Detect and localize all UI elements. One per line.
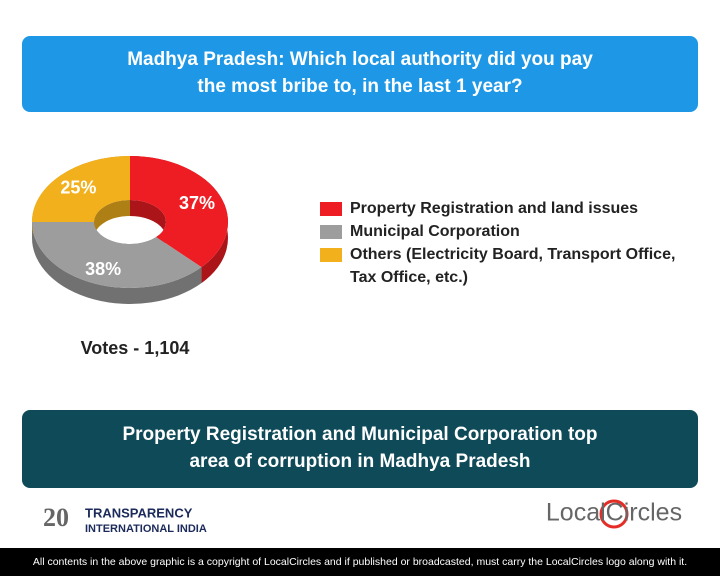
logo-ti-2: INTERNATIONAL INDIA bbox=[85, 523, 207, 535]
legend-label: Property Registration and land issues bbox=[350, 200, 639, 217]
footer-text: All contents in the above graphic is a c… bbox=[32, 556, 688, 568]
legend-swatch bbox=[320, 248, 342, 262]
legend-swatch bbox=[320, 225, 342, 239]
slice bbox=[32, 222, 202, 288]
legend-label: Others (Electricity Board, Transport Off… bbox=[350, 246, 676, 286]
slice bbox=[32, 156, 130, 222]
slice-inner-side bbox=[94, 200, 130, 238]
slice bbox=[130, 156, 228, 268]
banner-text: Property Registration and Municipal Corp… bbox=[122, 424, 598, 472]
legend-item: Property Registration and land issues bbox=[320, 197, 700, 220]
slice-side bbox=[32, 222, 202, 304]
footer: All contents in the above graphic is a c… bbox=[0, 548, 720, 576]
logo-localcircles: LocalCircles bbox=[546, 499, 682, 527]
legend-label: Municipal Corporation bbox=[350, 223, 520, 240]
logo-ti-1: TRANSPARENCY bbox=[85, 505, 193, 520]
slice-label: 38% bbox=[85, 259, 121, 279]
legend-swatch bbox=[320, 202, 342, 216]
legend-item: Municipal Corporation bbox=[320, 220, 700, 243]
question-box: Madhya Pradesh: Which local authority di… bbox=[22, 36, 698, 112]
logo-20: 20 bbox=[43, 503, 69, 532]
donut bbox=[32, 156, 228, 304]
logo-circle bbox=[599, 499, 629, 529]
legend: Property Registration and land issues Mun… bbox=[320, 197, 700, 289]
banner: Property Registration and Municipal Corp… bbox=[22, 410, 698, 488]
question-title: Madhya Pradesh: Which local authority di… bbox=[127, 49, 593, 97]
votes: Votes - 1,104 bbox=[81, 338, 190, 358]
slice-label: 37% bbox=[179, 193, 215, 213]
legend-item: Others (Electricity Board, Transport Off… bbox=[320, 243, 700, 289]
slice-label: 25% bbox=[60, 177, 96, 197]
